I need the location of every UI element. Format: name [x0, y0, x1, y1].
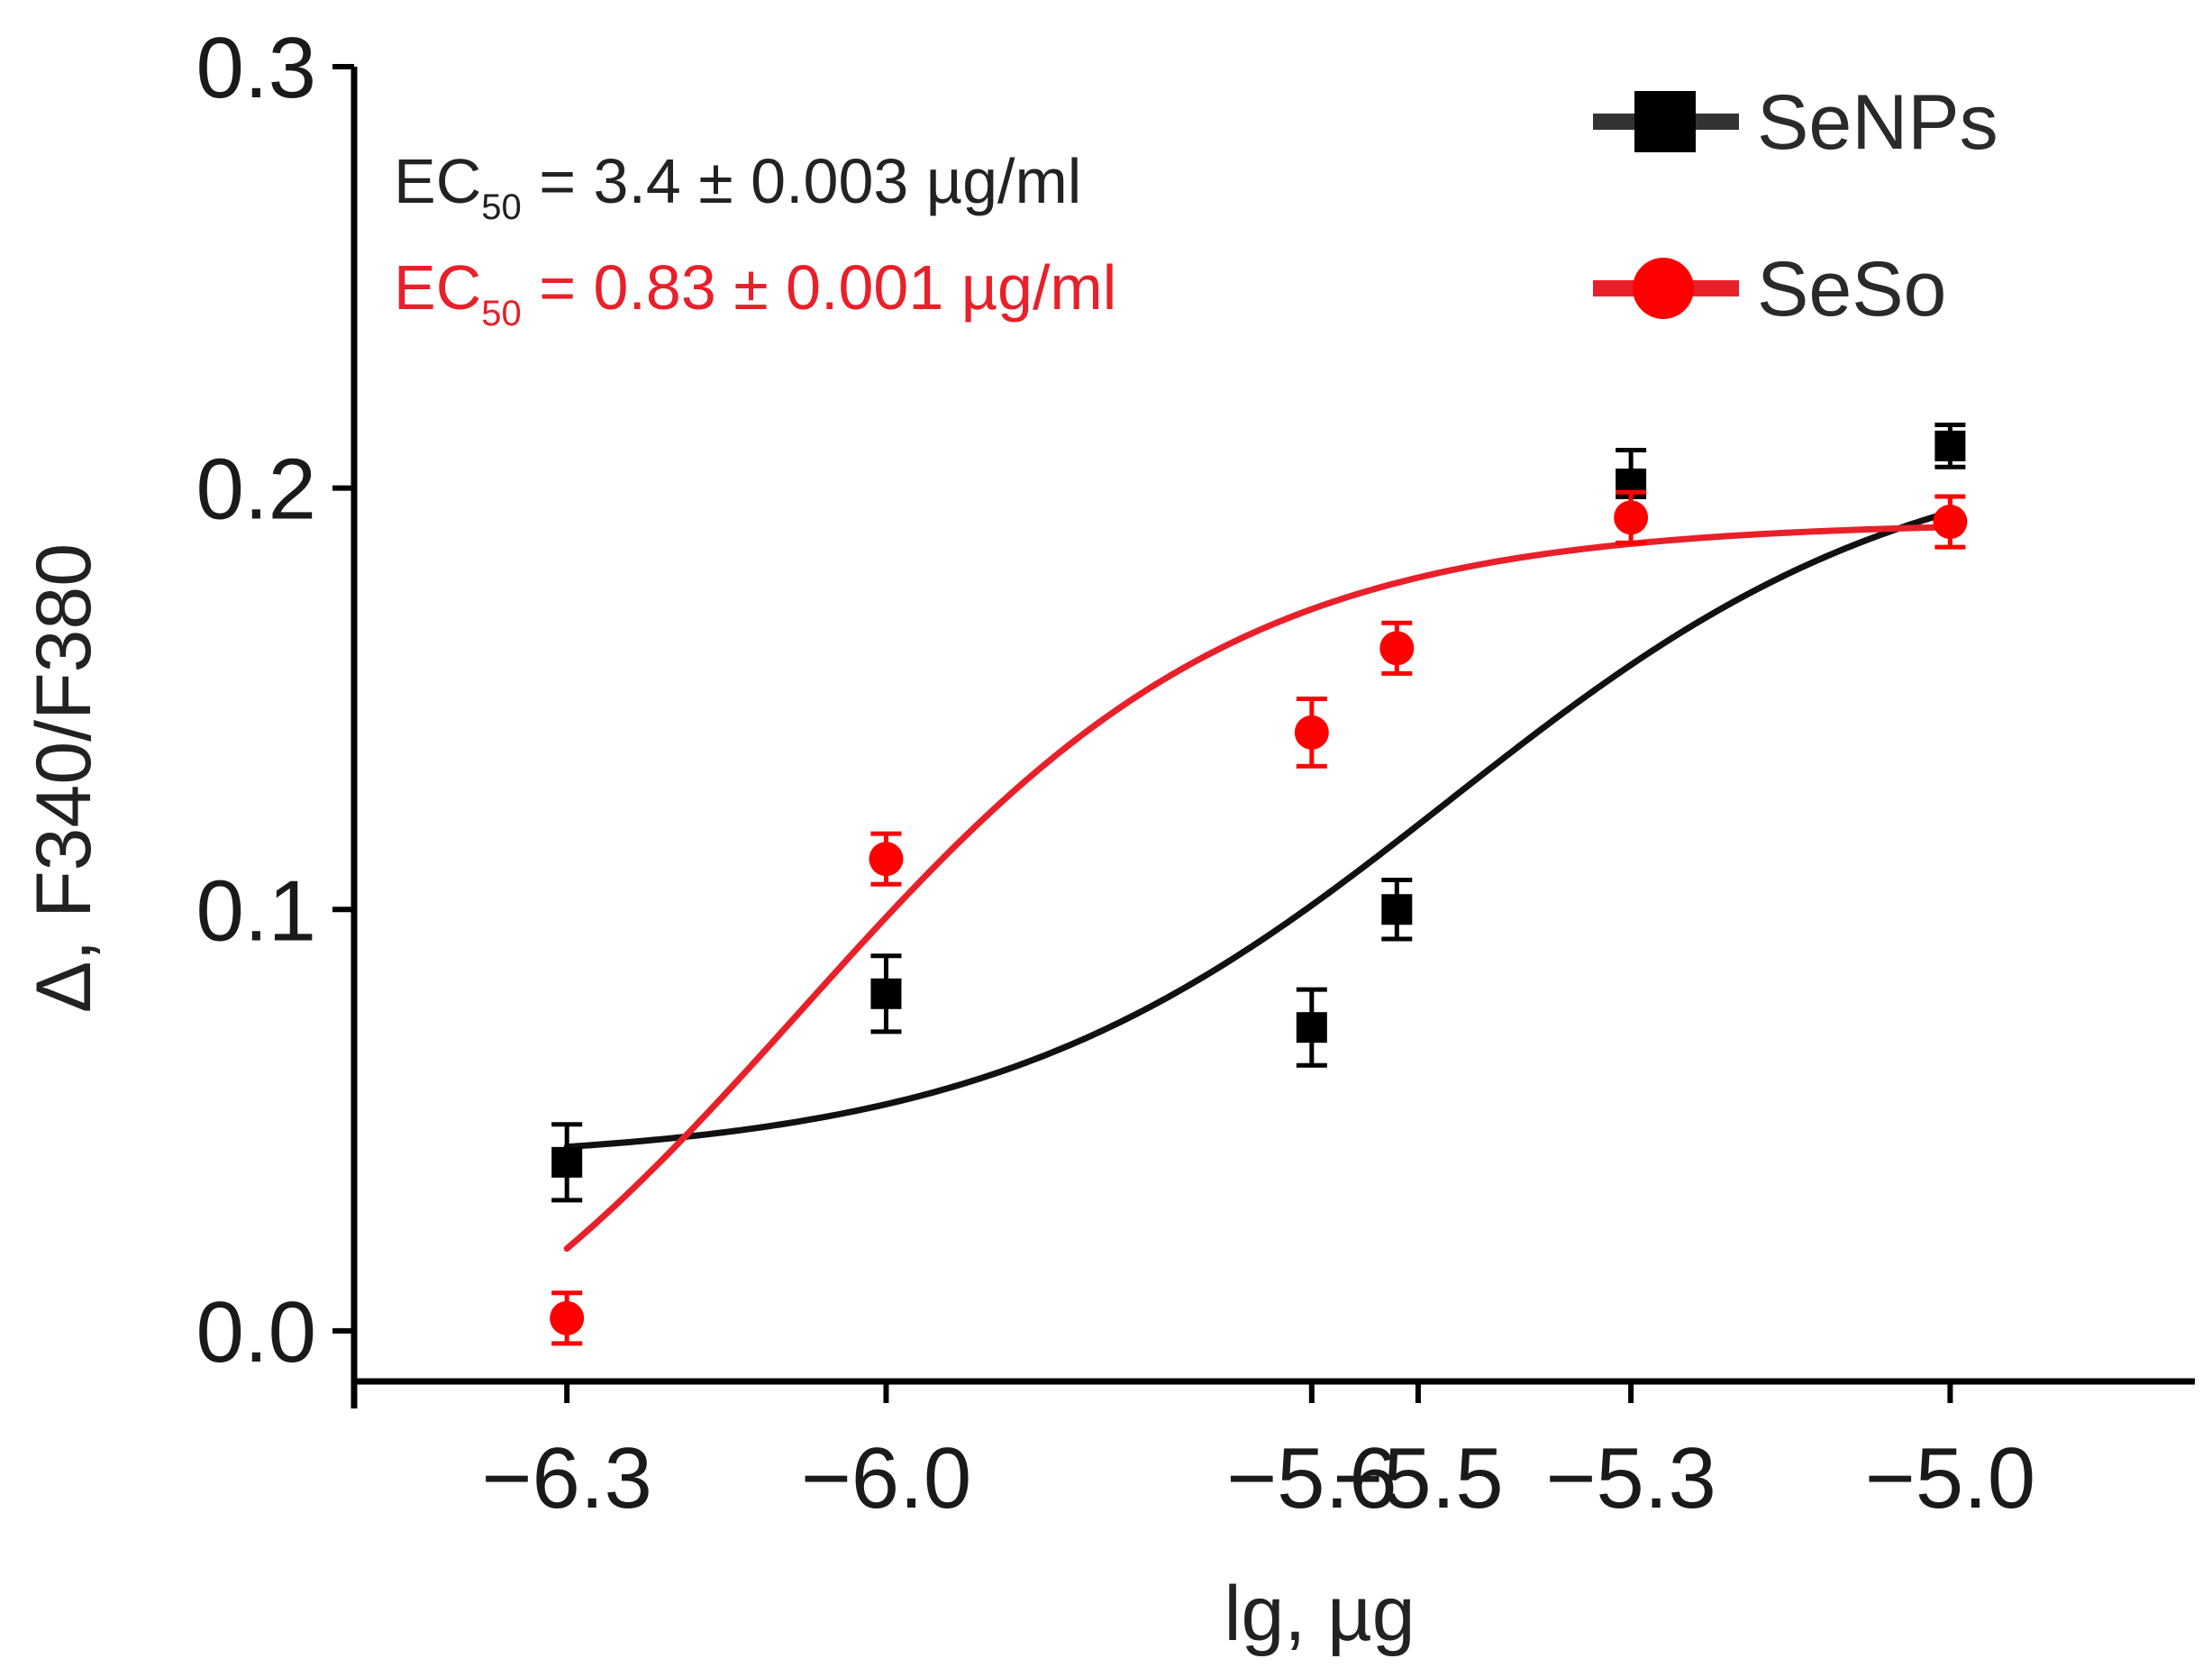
senps-point — [1381, 878, 1413, 942]
circle-marker — [1379, 631, 1415, 666]
seso-fit-curve — [563, 524, 1953, 1253]
seso-point — [1614, 489, 1649, 545]
senps-point — [551, 1122, 583, 1203]
annotation-prefix: EC — [394, 146, 481, 216]
data-points — [550, 422, 1968, 1346]
y-tick-label: 0.3 — [196, 20, 316, 116]
x-tick-label: −5.6 — [1226, 1430, 1397, 1527]
legend-item-senps: SeNPs — [1593, 79, 1998, 166]
annotation-value: = 0.83 ± 0.001 µg/ml — [522, 252, 1117, 323]
circle-marker — [1294, 715, 1329, 750]
axes: 0.0 0.1 0.2 0.3 −6.3 −6.0 −5.6−5.5 −5.3 −5.0 lg… — [21, 20, 2195, 1657]
y-axis-title: Δ, F340/F380 — [21, 543, 107, 1013]
fit-curves — [563, 508, 1953, 1253]
seso-point — [550, 1290, 585, 1346]
annotation-subscript: 50 — [481, 294, 522, 333]
square-marker — [1296, 1012, 1327, 1044]
square-marker — [1934, 430, 1966, 461]
legend-circle-marker — [1633, 258, 1694, 319]
y-tick-label: 0.2 — [196, 442, 316, 538]
y-tick-label: 0.0 — [196, 1284, 316, 1381]
x-axis-ticks: −6.3 −6.0 −5.6−5.5 −5.3 −5.0 — [481, 1381, 2035, 1527]
annotation-prefix: EC — [394, 252, 481, 323]
ec50-annotation: EC50 = 3.4 ± 0.003 µg/ml — [394, 146, 1081, 227]
annotation-value: = 3.4 ± 0.003 µg/ml — [522, 146, 1082, 216]
circle-marker — [1933, 505, 1968, 540]
y-axis-ticks: 0.0 0.1 0.2 0.3 — [196, 20, 354, 1381]
x-axis-title: lg, µg — [1224, 1571, 1415, 1657]
y-tick-label: 0.1 — [196, 862, 316, 959]
legend: SeNPs SeSo — [1593, 79, 1998, 333]
legend-label: SeSo — [1757, 246, 1946, 333]
senps-point — [1934, 422, 1966, 469]
ec50-annotation: EC50 = 0.83 ± 0.001 µg/ml — [394, 252, 1116, 333]
legend-item-seso: SeSo — [1593, 246, 1946, 333]
legend-square-marker — [1634, 91, 1696, 152]
annotation-subscript: 50 — [481, 187, 522, 227]
legend-label: SeNPs — [1757, 79, 1998, 166]
senps-fit-curve — [563, 508, 1953, 1151]
x-tick-label: −5.0 — [1865, 1430, 2036, 1527]
x-tick-label: −6.3 — [481, 1430, 652, 1527]
x-tick-label: −6.0 — [801, 1430, 972, 1527]
circle-marker — [550, 1300, 585, 1335]
x-tick-label: −5.3 — [1545, 1430, 1716, 1527]
circle-marker — [869, 842, 904, 877]
square-marker — [551, 1146, 583, 1178]
seso-point — [1933, 494, 1968, 550]
x-tick-label: −5.5 — [1333, 1430, 1504, 1527]
square-marker — [870, 978, 902, 1009]
seso-point — [869, 831, 904, 887]
seso-point — [1294, 696, 1329, 769]
square-marker — [1381, 894, 1413, 925]
circle-marker — [1614, 500, 1649, 535]
seso-point — [1379, 620, 1415, 676]
senps-point — [1296, 987, 1327, 1068]
senps-point — [870, 953, 902, 1034]
